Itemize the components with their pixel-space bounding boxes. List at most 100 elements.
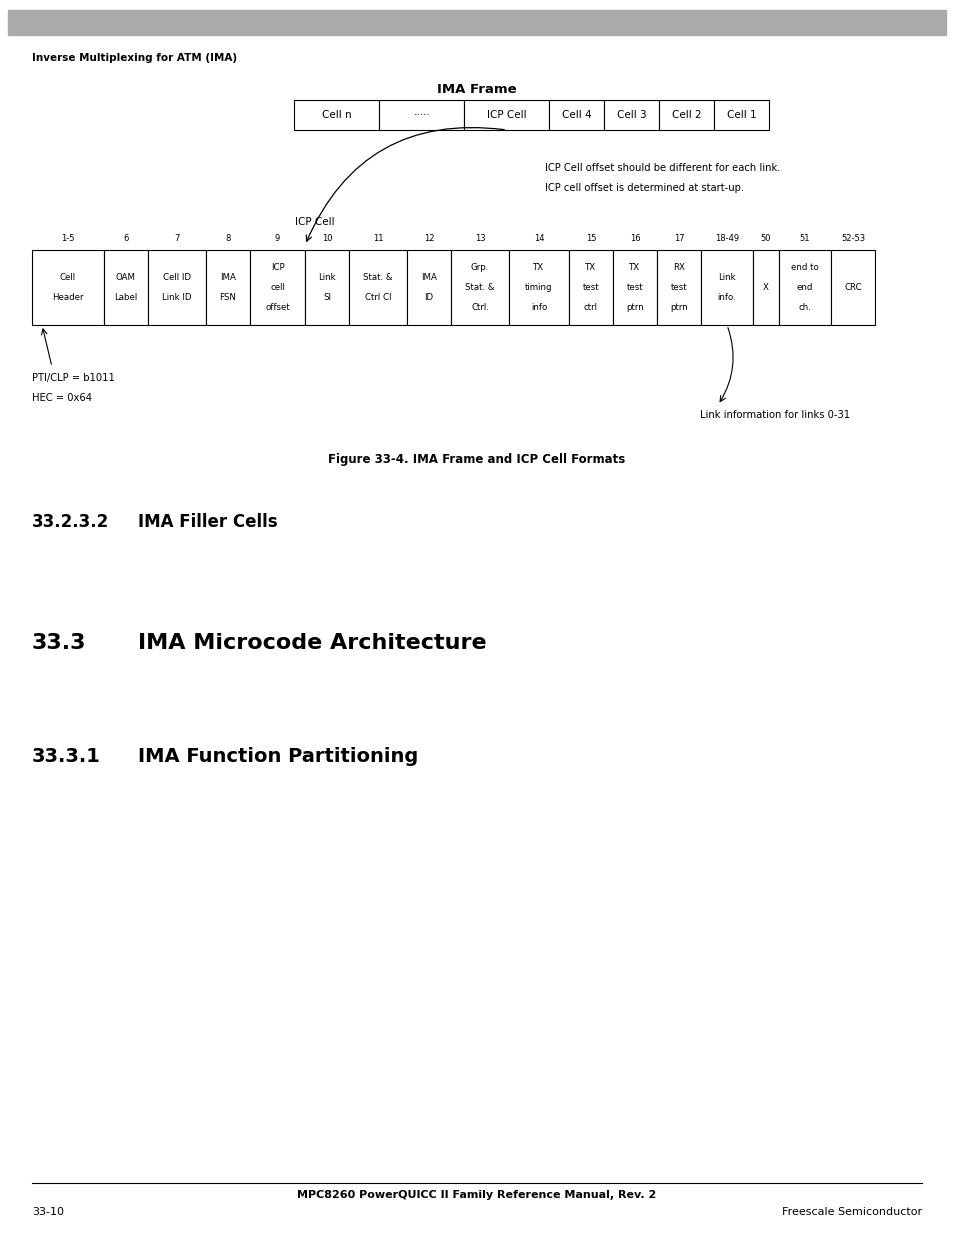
Text: offset: offset	[265, 303, 290, 312]
Text: test: test	[626, 283, 642, 291]
Bar	[830, 249, 874, 325]
Text: Link ID: Link ID	[162, 293, 192, 303]
Text: OAM: OAM	[116, 273, 136, 282]
Bar	[451, 249, 509, 325]
Text: Cell: Cell	[60, 273, 76, 282]
Text: 50: 50	[760, 233, 770, 243]
Text: ptrn: ptrn	[669, 303, 687, 312]
Text: 16: 16	[629, 233, 639, 243]
Text: 14: 14	[533, 233, 543, 243]
Bar	[568, 249, 613, 325]
Text: info: info	[530, 303, 547, 312]
Text: Grp.: Grp.	[471, 263, 489, 272]
Text: TX: TX	[533, 263, 544, 272]
Text: Ctrl CI: Ctrl CI	[364, 293, 391, 303]
Text: PTI/CLP = b1011: PTI/CLP = b1011	[32, 373, 114, 383]
Text: ICP Cell: ICP Cell	[487, 110, 526, 120]
Text: 12: 12	[423, 233, 434, 243]
Text: IMA: IMA	[220, 273, 235, 282]
Bar	[8, 10, 945, 35]
Text: ICP Cell offset should be different for each link.: ICP Cell offset should be different for …	[544, 163, 780, 173]
Text: 33-10: 33-10	[32, 1207, 64, 1216]
Text: ·····: ·····	[414, 110, 430, 120]
Text: Link information for links 0-31: Link information for links 0-31	[700, 410, 849, 420]
Bar	[509, 249, 568, 325]
Bar	[32, 249, 104, 325]
Bar	[104, 249, 148, 325]
Text: RX: RX	[673, 263, 684, 272]
Text: IMA Function Partitioning: IMA Function Partitioning	[138, 747, 417, 766]
Text: 51: 51	[799, 233, 809, 243]
Bar	[148, 249, 206, 325]
Bar	[349, 249, 407, 325]
Text: 7: 7	[174, 233, 179, 243]
Text: Link: Link	[318, 273, 335, 282]
Bar	[714, 100, 769, 130]
Text: 6: 6	[123, 233, 129, 243]
Text: Cell 1: Cell 1	[726, 110, 756, 120]
Text: Header: Header	[52, 293, 84, 303]
Text: TX: TX	[629, 263, 639, 272]
Text: Ctrl.: Ctrl.	[471, 303, 489, 312]
Text: IMA Filler Cells: IMA Filler Cells	[138, 513, 277, 531]
Text: timing: timing	[525, 283, 552, 291]
Text: IMA Microcode Architecture: IMA Microcode Architecture	[138, 634, 486, 653]
Bar	[657, 249, 700, 325]
Bar	[613, 249, 657, 325]
Text: 8: 8	[225, 233, 231, 243]
Text: test: test	[670, 283, 686, 291]
Bar	[206, 249, 250, 325]
Text: ICP: ICP	[271, 263, 284, 272]
Text: 1-5: 1-5	[61, 233, 74, 243]
Bar	[604, 100, 659, 130]
Text: 11: 11	[373, 233, 383, 243]
Text: ID: ID	[424, 293, 433, 303]
Text: CRC: CRC	[843, 283, 861, 291]
Text: cell: cell	[270, 283, 285, 291]
Bar	[407, 249, 451, 325]
Text: ctrl: ctrl	[583, 303, 598, 312]
Text: IMA Frame: IMA Frame	[436, 83, 517, 96]
Text: ICP Cell: ICP Cell	[294, 217, 335, 227]
Bar	[250, 249, 305, 325]
Text: Freescale Semiconductor: Freescale Semiconductor	[781, 1207, 921, 1216]
Text: 9: 9	[274, 233, 280, 243]
Text: 33.3: 33.3	[32, 634, 87, 653]
Text: SI: SI	[323, 293, 331, 303]
Text: 17: 17	[673, 233, 683, 243]
Text: FSN: FSN	[219, 293, 236, 303]
Bar	[752, 249, 779, 325]
Text: 10: 10	[321, 233, 332, 243]
Text: 15: 15	[585, 233, 596, 243]
Bar	[305, 249, 349, 325]
Text: IMA: IMA	[420, 273, 436, 282]
Bar	[779, 249, 830, 325]
Text: test: test	[582, 283, 598, 291]
Text: Stat. &: Stat. &	[465, 283, 495, 291]
Bar	[549, 100, 604, 130]
Text: Label: Label	[114, 293, 137, 303]
Text: 52-53: 52-53	[840, 233, 864, 243]
Text: Cell 2: Cell 2	[672, 110, 701, 120]
Text: 33.2.3.2: 33.2.3.2	[32, 513, 110, 531]
Text: Cell ID: Cell ID	[163, 273, 191, 282]
Text: ch.: ch.	[798, 303, 811, 312]
Text: Link: Link	[718, 273, 735, 282]
Text: end to: end to	[790, 263, 818, 272]
Text: Cell 4: Cell 4	[561, 110, 591, 120]
Text: TX: TX	[585, 263, 596, 272]
Text: HEC = 0x64: HEC = 0x64	[32, 393, 91, 403]
Text: 13: 13	[475, 233, 485, 243]
Text: 33.3.1: 33.3.1	[32, 747, 101, 766]
Text: Stat. &: Stat. &	[363, 273, 393, 282]
Text: 18-49: 18-49	[714, 233, 739, 243]
Text: end: end	[796, 283, 812, 291]
Text: MPC8260 PowerQUICC II Family Reference Manual, Rev. 2: MPC8260 PowerQUICC II Family Reference M…	[297, 1191, 656, 1200]
Bar	[464, 100, 549, 130]
Text: ICP cell offset is determined at start-up.: ICP cell offset is determined at start-u…	[544, 183, 743, 193]
Text: Cell n: Cell n	[322, 110, 352, 120]
Bar	[379, 100, 464, 130]
Text: Figure 33-4. IMA Frame and ICP Cell Formats: Figure 33-4. IMA Frame and ICP Cell Form…	[328, 453, 625, 466]
Text: Inverse Multiplexing for ATM (IMA): Inverse Multiplexing for ATM (IMA)	[32, 53, 237, 63]
Text: ptrn: ptrn	[625, 303, 643, 312]
